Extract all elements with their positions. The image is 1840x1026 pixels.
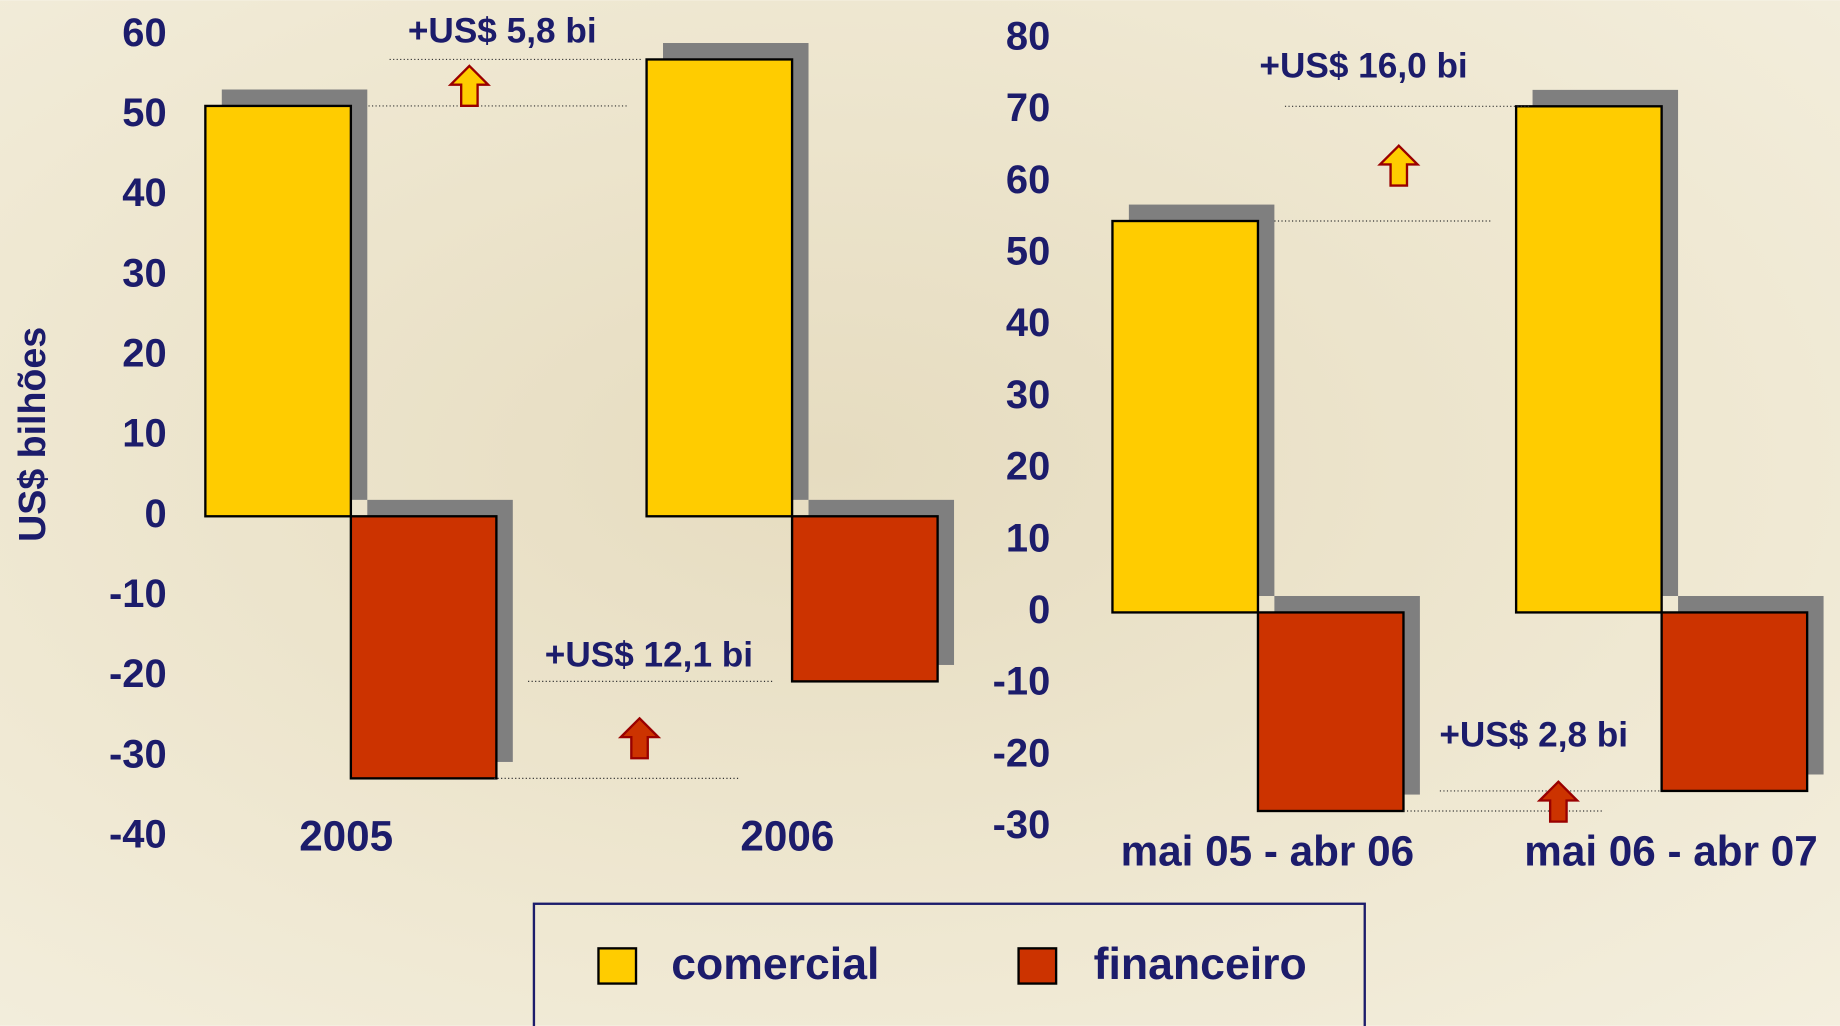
- y-tick-label: -10: [993, 660, 1051, 704]
- bar: [351, 516, 497, 778]
- y-tick-label: 70: [1006, 86, 1050, 130]
- chart: US$ bilhões -40-30-20-100102030405060200…: [0, 0, 1840, 1026]
- x-tick-label: 2006: [740, 812, 834, 859]
- y-tick-label: 0: [1028, 588, 1050, 632]
- y-tick-label: 60: [1006, 158, 1050, 202]
- bar: [647, 59, 793, 516]
- y-tick-label: -20: [993, 731, 1051, 775]
- y-tick-label: -30: [993, 803, 1051, 847]
- y-tick-label: -20: [109, 652, 167, 696]
- x-tick-label: 2005: [299, 812, 393, 859]
- annotation: +US$ 5,8 bi: [408, 11, 597, 50]
- annotation: +US$ 12,1 bi: [545, 636, 753, 675]
- y-tick-label: 40: [1006, 301, 1050, 345]
- y-tick-label: 10: [1006, 516, 1050, 560]
- y-tick-label: 20: [122, 332, 166, 376]
- y-tick-label: 80: [1006, 14, 1050, 58]
- legend-label: financeiro: [1094, 940, 1307, 989]
- bar: [1662, 612, 1808, 791]
- annotation: +US$ 16,0 bi: [1259, 47, 1467, 86]
- y-tick-label: -40: [109, 812, 167, 856]
- bar: [792, 516, 938, 681]
- bar: [1258, 612, 1404, 811]
- bar: [1516, 106, 1662, 612]
- y-tick-label: 60: [122, 11, 166, 55]
- y-tick-label: 10: [122, 412, 166, 456]
- y-tick-label: 30: [122, 251, 166, 295]
- bar: [205, 106, 351, 516]
- y-tick-label: 20: [1006, 445, 1050, 489]
- y-tick-label: 0: [144, 492, 166, 536]
- legend-swatch: [598, 948, 636, 983]
- y-tick-label: 50: [122, 91, 166, 135]
- x-tick-label: mai 06 - abr 07: [1524, 828, 1817, 875]
- y-tick-label: 30: [1006, 373, 1050, 417]
- legend-label: comercial: [671, 940, 879, 989]
- y-tick-label: 40: [122, 171, 166, 215]
- page: {"chart_data": [ {"type": "bar", "y_labe…: [0, 0, 1840, 1026]
- y-axis-label: US$ bilhões: [11, 327, 53, 542]
- legend-swatch: [1019, 948, 1057, 983]
- bar: [1112, 221, 1258, 612]
- y-tick-label: 50: [1006, 230, 1050, 274]
- x-tick-label: mai 05 - abr 06: [1121, 828, 1414, 875]
- annotation: +US$ 2,8 bi: [1439, 715, 1628, 754]
- y-tick-label: -10: [109, 572, 167, 616]
- y-tick-label: -30: [109, 732, 167, 776]
